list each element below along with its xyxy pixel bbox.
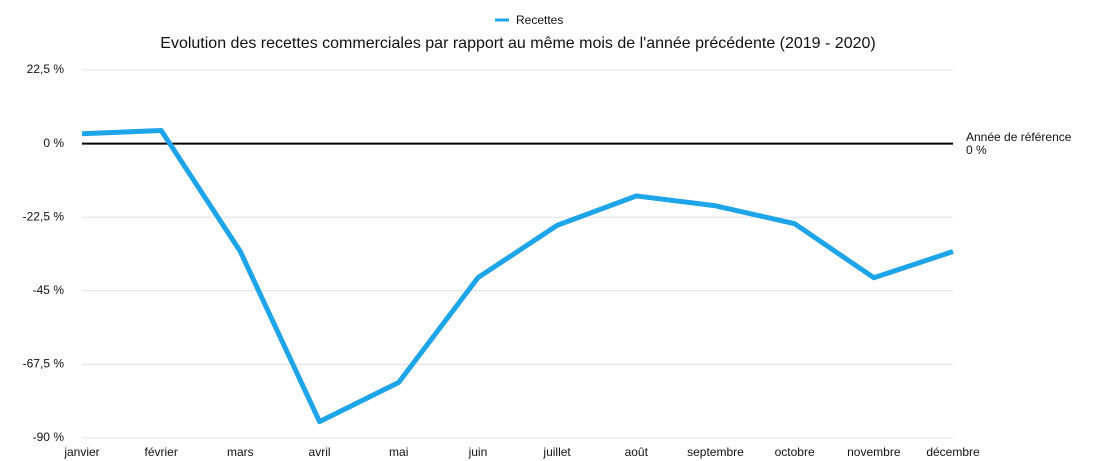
legend-label: Recettes [516,13,563,27]
x-tick-label: juin [468,445,488,459]
x-tick-label: octobre [775,445,815,459]
x-tick-label: septembre [687,445,744,459]
line-series [81,128,954,425]
y-tick-label: -90 % [33,430,65,444]
x-tick-label: mai [389,445,408,459]
chart-title: Evolution des recettes commerciales par … [160,35,875,52]
x-tick-label: janvier [63,445,99,459]
x-tick-label: mars [227,445,254,459]
x-tick-label: février [145,445,178,459]
x-tick-label: novembre [847,445,901,459]
y-tick-label: -45 % [33,283,65,297]
x-tick-label: juillet [542,445,571,459]
x-tick-label: décembre [926,445,980,459]
y-tick-label: -67,5 % [23,357,65,371]
y-tick-label: 22,5 % [27,62,65,76]
y-tick-label: 0 % [43,136,64,150]
reference-label: Année de référence [966,130,1072,144]
x-tick-label: août [625,445,649,459]
x-tick-label: avril [309,445,331,459]
y-tick-label: -22,5 % [23,209,65,223]
reference-label: 0 % [966,143,987,157]
